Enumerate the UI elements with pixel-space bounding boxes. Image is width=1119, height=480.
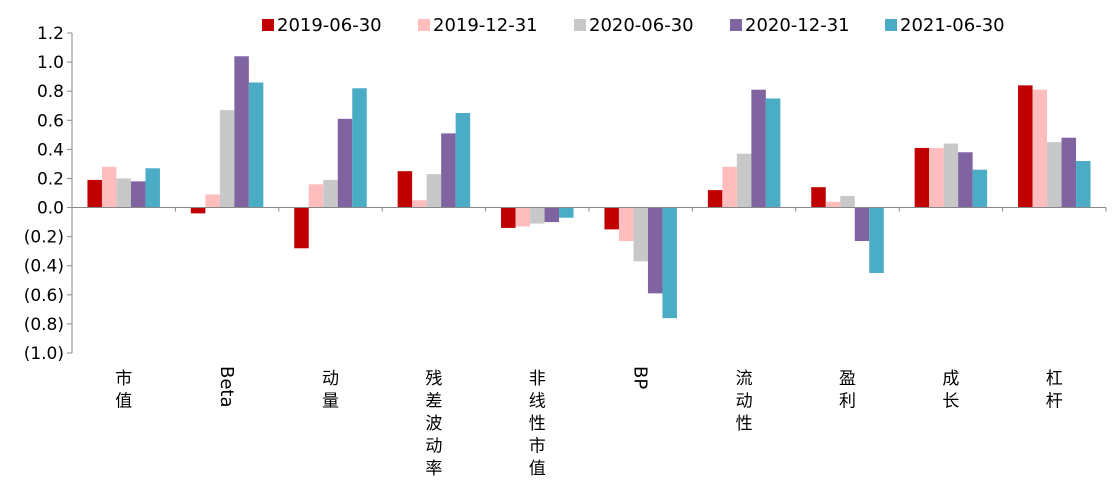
y-tick-label: (0.8) bbox=[24, 315, 64, 335]
bar bbox=[501, 207, 516, 228]
y-tick-label: 0.2 bbox=[37, 169, 64, 189]
bar bbox=[825, 201, 841, 208]
x-axis: 市值 Beta 动量 残差波动率 非线性市值 BP 流动性 盈利 成长 杠杆 bbox=[71, 207, 1107, 479]
bar bbox=[130, 181, 146, 208]
bar bbox=[736, 153, 752, 208]
y-tick-label: (0.6) bbox=[24, 286, 64, 306]
bar bbox=[943, 143, 959, 208]
bar bbox=[441, 133, 456, 208]
bar bbox=[1061, 137, 1077, 208]
bar bbox=[559, 207, 574, 218]
bar bbox=[337, 118, 353, 208]
legend-label: 2020-12-31 bbox=[745, 15, 850, 36]
legend: 2019-06-30 2019-12-31 2020-06-30 2020-12-31… bbox=[262, 15, 1005, 36]
bar bbox=[929, 147, 944, 208]
y-tick-label: 1.2 bbox=[37, 24, 64, 44]
bar bbox=[205, 194, 220, 208]
x-category-label: Beta bbox=[216, 366, 237, 408]
bar bbox=[647, 207, 663, 294]
y-tick-label: 0.8 bbox=[37, 82, 64, 102]
legend-label: 2021-06-30 bbox=[900, 15, 1005, 36]
bar bbox=[1032, 89, 1048, 208]
x-category-label: 动量 bbox=[322, 369, 339, 412]
bar bbox=[751, 89, 766, 208]
bar bbox=[294, 207, 309, 249]
y-tick-label: (0.4) bbox=[24, 257, 64, 277]
bar bbox=[145, 168, 160, 208]
bar bbox=[958, 152, 973, 208]
bar bbox=[1018, 85, 1033, 208]
x-category-label: 盈利 bbox=[839, 369, 856, 412]
bar bbox=[811, 187, 826, 208]
bar bbox=[101, 166, 117, 208]
bar bbox=[854, 207, 870, 241]
x-category-label: 杠杆 bbox=[1046, 369, 1063, 412]
legend-swatch bbox=[574, 19, 586, 31]
bar bbox=[308, 184, 324, 208]
legend-swatch bbox=[885, 19, 897, 31]
bar bbox=[530, 207, 545, 224]
y-tick-label: (0.2) bbox=[24, 228, 64, 248]
bar bbox=[426, 174, 442, 208]
bar bbox=[397, 171, 413, 208]
legend-swatch bbox=[730, 19, 742, 31]
x-category-label: 残差波动率 bbox=[425, 369, 442, 479]
bar bbox=[765, 98, 781, 208]
x-category-label: 成长 bbox=[942, 369, 959, 412]
bar bbox=[515, 207, 531, 227]
bar bbox=[633, 207, 648, 262]
legend-swatch bbox=[262, 19, 274, 31]
bar bbox=[219, 110, 235, 208]
y-axis: 1.2 1.0 0.8 0.6 0.4 0.2 0.0 (0.2) (0.4) (0.6) (0.8… bbox=[24, 24, 73, 364]
bar bbox=[914, 147, 930, 208]
bar bbox=[455, 113, 471, 208]
bar bbox=[323, 179, 338, 208]
y-tick-label: 1.0 bbox=[37, 53, 64, 73]
x-category-label: 流动性 bbox=[736, 369, 753, 434]
x-category-label: 市值 bbox=[115, 369, 132, 412]
bar bbox=[544, 207, 560, 223]
y-tick-label: 0.0 bbox=[37, 199, 64, 219]
bar bbox=[722, 166, 737, 208]
legend-label: 2019-06-30 bbox=[277, 15, 382, 36]
bar bbox=[972, 169, 988, 208]
bar bbox=[707, 190, 723, 208]
bar bbox=[1047, 142, 1062, 208]
bar bbox=[190, 207, 206, 214]
bar bbox=[618, 207, 634, 241]
bar bbox=[248, 82, 264, 208]
bar bbox=[869, 207, 884, 273]
x-category-label: BP bbox=[630, 366, 651, 389]
bar bbox=[662, 207, 677, 319]
bar bbox=[604, 207, 619, 230]
x-category-label: 非线性市值 bbox=[529, 369, 546, 479]
y-tick-label: 0.4 bbox=[37, 140, 64, 160]
bar bbox=[87, 179, 102, 208]
bar bbox=[840, 195, 855, 208]
legend-label: 2019-12-31 bbox=[433, 15, 538, 36]
bar bbox=[1076, 161, 1091, 208]
bar bbox=[352, 88, 367, 208]
bar bbox=[234, 56, 249, 208]
bars bbox=[87, 56, 1091, 319]
bar bbox=[116, 178, 131, 208]
y-tick-label: (1.0) bbox=[24, 344, 64, 364]
legend-label: 2020-06-30 bbox=[589, 15, 694, 36]
y-tick-label: 0.6 bbox=[37, 111, 64, 131]
legend-swatch bbox=[418, 19, 430, 31]
bar bbox=[412, 200, 427, 208]
